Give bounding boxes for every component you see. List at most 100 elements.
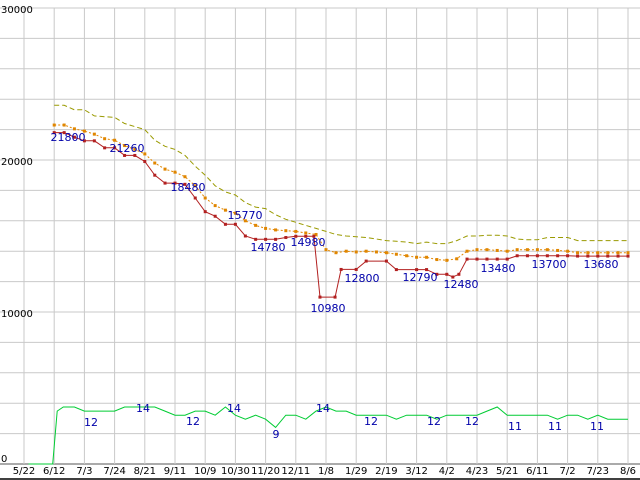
data-point-marker — [312, 234, 316, 238]
data-point-marker — [193, 184, 197, 188]
price-label: 12480 — [444, 278, 479, 291]
x-tick-label: 8/6 — [620, 466, 636, 477]
y-tick-label: 30000 — [1, 5, 33, 16]
data-point-marker — [284, 229, 288, 233]
data-point-marker — [465, 257, 469, 261]
x-tick-label: 11/20 — [251, 466, 280, 477]
data-point-marker — [384, 259, 388, 263]
x-tick-label: 3/12 — [405, 466, 427, 477]
data-point-marker — [123, 153, 127, 157]
data-point-marker — [505, 249, 509, 253]
data-point-marker — [243, 234, 247, 238]
x-tick-label: 4/2 — [439, 466, 455, 477]
data-point-marker — [354, 267, 358, 271]
data-point-marker — [143, 152, 147, 156]
store-count-label: 14 — [227, 402, 241, 415]
data-point-marker — [213, 204, 217, 208]
x-tick-label: 7/23 — [587, 466, 609, 477]
x-tick-label: 12/11 — [281, 466, 310, 477]
data-point-marker — [333, 295, 337, 299]
data-point-marker — [193, 196, 197, 200]
data-point-marker — [451, 275, 455, 279]
data-point-marker — [535, 248, 539, 252]
data-point-marker — [103, 137, 107, 141]
data-point-marker — [233, 222, 237, 226]
data-point-marker — [92, 132, 96, 136]
data-point-marker — [576, 254, 580, 258]
x-tick-label: 7/3 — [76, 466, 92, 477]
store-count-label: 12 — [465, 415, 479, 428]
data-point-marker — [213, 214, 217, 218]
y-tick-label: 0 — [1, 454, 7, 465]
x-tick-label: 10/30 — [221, 466, 250, 477]
data-point-marker — [596, 251, 600, 255]
data-point-marker — [445, 272, 449, 276]
data-point-marker — [616, 254, 620, 258]
x-tick-label: 5/22 — [13, 466, 35, 477]
x-tick-label: 6/11 — [526, 466, 548, 477]
data-point-marker — [457, 272, 461, 276]
data-point-marker — [626, 251, 630, 255]
price-label: 12790 — [403, 271, 438, 284]
data-point-marker — [254, 237, 258, 241]
store-count-label: 12 — [186, 415, 200, 428]
data-point-marker — [364, 259, 368, 263]
data-point-marker — [425, 268, 429, 272]
data-point-marker — [394, 268, 398, 272]
y-axis-labels: 30000 20000 10000 0 — [1, 5, 33, 465]
data-point-marker — [505, 257, 509, 261]
data-point-marker — [606, 254, 610, 258]
data-point-marker — [133, 153, 137, 157]
price-label: 13680 — [584, 258, 619, 271]
data-point-marker — [274, 237, 278, 241]
data-point-marker — [485, 248, 489, 252]
x-tick-label: 5/21 — [496, 466, 518, 477]
price-label: 21260 — [110, 142, 145, 155]
data-point-marker — [485, 257, 489, 261]
data-point-marker — [626, 254, 630, 258]
data-point-marker — [153, 173, 157, 177]
data-point-marker — [435, 258, 439, 262]
x-tick-label: 10/9 — [194, 466, 216, 477]
data-point-marker — [318, 295, 322, 299]
data-point-marker — [515, 248, 519, 252]
data-point-marker — [405, 254, 409, 258]
store-count-label: 12 — [364, 415, 378, 428]
price-label: 18480 — [171, 181, 206, 194]
x-tick-label: 1/8 — [318, 466, 334, 477]
data-point-marker — [606, 251, 610, 255]
x-tick-label: 2/19 — [375, 466, 397, 477]
data-point-marker — [586, 254, 590, 258]
data-point-marker — [223, 208, 227, 212]
data-point-marker — [394, 252, 398, 256]
series-line-avg-price — [54, 124, 628, 261]
data-point-marker — [183, 182, 187, 186]
data-point-marker — [52, 131, 56, 135]
price-label: 12800 — [345, 272, 380, 285]
gridlines — [0, 7, 640, 465]
data-point-marker — [576, 251, 580, 255]
data-point-marker — [254, 223, 258, 227]
y-tick-label: 20000 — [1, 157, 33, 168]
series-max-price — [54, 104, 628, 245]
data-point-marker — [203, 210, 207, 214]
price-label: 15770 — [228, 209, 263, 222]
data-point-marker — [103, 146, 107, 150]
data-point-marker — [82, 129, 86, 133]
data-point-marker — [334, 251, 338, 255]
data-point-marker — [183, 175, 187, 179]
data-point-marker — [435, 272, 439, 276]
price-label: 13480 — [481, 262, 516, 275]
data-point-marker — [82, 139, 86, 143]
data-point-marker — [525, 254, 529, 258]
data-point-marker — [586, 251, 590, 255]
data-point-marker — [415, 255, 419, 259]
data-point-marker — [173, 181, 177, 185]
data-point-marker — [545, 248, 549, 252]
data-point-marker — [304, 234, 308, 238]
data-point-marker — [173, 170, 177, 174]
store-count-label: 9 — [273, 428, 280, 441]
